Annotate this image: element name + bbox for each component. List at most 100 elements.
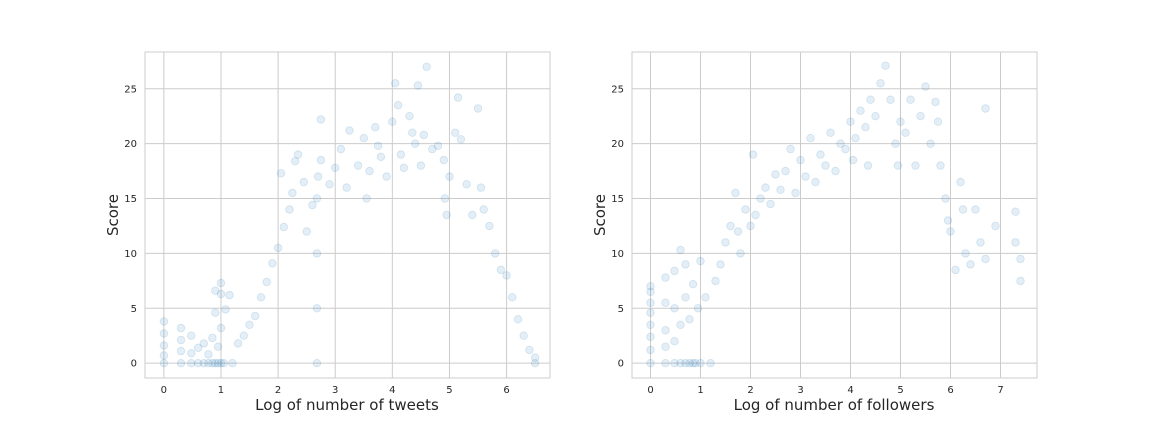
scatter-point — [748, 150, 758, 159]
scatter-point — [991, 221, 1000, 231]
scatter-point — [453, 93, 463, 102]
y-tick-label: 15 — [124, 194, 137, 205]
scatter-point — [731, 188, 740, 198]
scatter-point — [219, 359, 228, 368]
scatter-point — [941, 194, 950, 203]
scatter-point — [476, 183, 486, 192]
scatter-panel-tweets: 0 1 2 3 4 5 6 0 5 10 15 20 25 Log of number of twee… — [104, 51, 551, 414]
scatter-point — [204, 359, 213, 368]
scatter-point — [216, 323, 226, 333]
scatter-point — [405, 111, 414, 121]
x-tick-label: 4 — [389, 385, 395, 396]
scatter-point — [646, 308, 655, 317]
scatter-point — [393, 100, 403, 110]
grid-lines — [145, 52, 550, 378]
scatter-point — [530, 359, 540, 368]
scatter-point — [312, 249, 322, 258]
scatter-point — [519, 331, 528, 340]
scatter-point — [676, 245, 685, 255]
scatter-point — [806, 133, 815, 143]
scatter-point — [391, 79, 400, 88]
scatter-point — [376, 152, 386, 161]
scatter-point — [726, 221, 735, 231]
scatter-panel-followers: 0 1 2 3 4 5 6 7 0 5 10 15 20 25 Log of number of fol… — [591, 51, 1038, 414]
scatter-point — [676, 320, 685, 329]
scatter-point — [496, 265, 506, 275]
scatter-point — [216, 289, 226, 299]
scatter-point — [661, 273, 670, 282]
scatter-point — [646, 332, 655, 341]
scatter-point — [931, 97, 940, 107]
scatter-point — [411, 139, 420, 148]
scatter-point — [313, 172, 323, 181]
scatter-point — [221, 305, 230, 314]
scatter-point — [661, 359, 670, 368]
scatter-point — [848, 155, 858, 165]
scatter-point — [468, 210, 477, 220]
scatter-point — [1011, 207, 1020, 216]
x-axis-label: Log of number of tweets — [255, 396, 439, 414]
scatter-point — [276, 169, 286, 178]
scatter-point — [187, 349, 196, 358]
scatter-point — [681, 359, 690, 368]
scatter-point — [866, 95, 875, 104]
scatter-point — [439, 155, 448, 165]
y-tick-label: 25 — [611, 84, 624, 95]
scatter-point — [841, 144, 850, 154]
scatter-point — [399, 163, 408, 172]
scatter-point — [851, 133, 860, 143]
scatter-point — [485, 221, 494, 231]
scatter-point — [456, 135, 466, 144]
scatter-point — [1011, 238, 1020, 247]
scatter-point — [213, 359, 223, 368]
scatter-point — [382, 172, 391, 181]
scatter-point — [646, 359, 655, 368]
scatter-point — [316, 115, 326, 124]
scatter-point — [187, 331, 196, 340]
scatter-point — [245, 320, 254, 329]
x-tick-labels: 0 1 2 3 4 5 6 — [161, 385, 510, 396]
scatter-point — [208, 333, 217, 343]
scatter-point — [408, 128, 417, 137]
scatter-point — [921, 82, 930, 91]
scatter-point — [901, 128, 910, 137]
scatter-point — [766, 199, 775, 209]
scatter-point — [896, 117, 905, 126]
scatter-point — [250, 311, 260, 321]
scatter-point — [676, 359, 685, 368]
scatter-point — [325, 180, 334, 189]
scatter-point — [856, 106, 865, 115]
scatter-point — [646, 282, 655, 291]
scatter-point — [956, 177, 965, 187]
scatter-point — [863, 161, 873, 170]
x-tick-label: 1 — [218, 385, 224, 396]
scatter-point — [176, 359, 186, 368]
scatter-point — [696, 359, 705, 368]
scatter-point — [646, 320, 655, 329]
scatter-point — [216, 278, 226, 288]
scatter-point — [302, 227, 311, 236]
scatter-point — [159, 341, 169, 350]
scatter-point — [831, 166, 840, 176]
scatter-point — [733, 227, 743, 236]
scatter-point — [428, 144, 437, 154]
scatter-point — [756, 194, 765, 203]
scatter-point — [1016, 254, 1025, 264]
scatter-point — [211, 308, 220, 317]
scatter-point — [981, 254, 990, 264]
x-tick-label: 6 — [503, 385, 509, 396]
scatter-point — [371, 122, 380, 132]
x-tick-label: 0 — [161, 385, 167, 396]
scatter-point — [811, 177, 820, 187]
scatter-point — [685, 315, 694, 324]
x-tick-label: 3 — [797, 385, 803, 396]
scatter-point — [670, 304, 679, 313]
scatter-point — [661, 298, 670, 307]
scatter-point — [716, 260, 725, 269]
scatter-point — [331, 163, 340, 172]
scatter-point — [916, 111, 925, 121]
scatter-point — [661, 326, 670, 335]
scatter-point — [279, 222, 288, 232]
scatter-point — [746, 221, 755, 231]
scatter-point — [204, 350, 213, 359]
